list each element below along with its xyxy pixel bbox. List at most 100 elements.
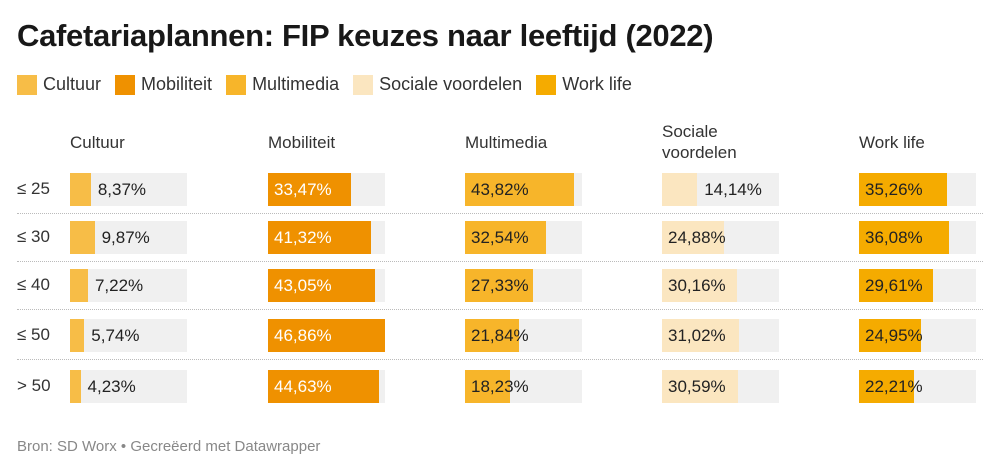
column-header: Work life	[859, 132, 925, 152]
value-label: 24,95%	[865, 326, 923, 345]
row-separator	[17, 359, 983, 360]
bar-cell: 5,74%	[70, 319, 187, 352]
value-label: 8,37%	[97, 180, 147, 199]
legend-label: Multimedia	[252, 74, 340, 94]
bar	[662, 269, 738, 302]
bar-cell: 33,47%	[268, 173, 385, 206]
column-header: Multimedia	[465, 132, 548, 152]
value-label: 24,88%	[668, 228, 726, 247]
value-label: 27,33%	[471, 276, 529, 295]
legend-swatch	[226, 74, 247, 95]
bar-cell: 29,61%	[859, 269, 976, 302]
value-label: 44,63%	[274, 377, 332, 396]
value-label: 9,87%	[101, 228, 150, 247]
bar-cell: 27,33%	[465, 269, 582, 302]
legend-item: Sociale voordelen	[353, 74, 522, 95]
bar-cell: 14,14%	[662, 173, 779, 206]
bar	[465, 319, 520, 352]
bar	[859, 319, 922, 352]
value-label: 14,14%	[704, 180, 762, 199]
legend-swatch	[115, 74, 136, 95]
legend-swatch	[536, 74, 557, 95]
legend-item: Multimedia	[226, 74, 339, 95]
bar	[70, 269, 88, 302]
bar	[859, 173, 947, 206]
bar-cell: 24,95%	[859, 319, 976, 352]
legend-swatch	[17, 74, 37, 95]
bar	[70, 370, 81, 403]
value-label: 21,84%	[471, 326, 529, 345]
bar-cell: 43,82%	[465, 173, 582, 206]
bar-cell: 18,23%	[465, 370, 582, 403]
value-label: 30,59%	[668, 377, 726, 396]
bar-cell: 4,23%	[70, 370, 187, 403]
bar	[70, 221, 95, 254]
legend-label: Cultuur	[43, 74, 102, 94]
bar	[268, 173, 352, 206]
value-label: 5,74%	[91, 326, 140, 345]
bar	[70, 173, 91, 206]
row-label: ≤ 40	[17, 275, 50, 294]
value-label: 46,86%	[274, 326, 332, 345]
row-label: ≤ 30	[17, 227, 50, 246]
column-header: Sociale voordelen	[662, 122, 737, 162]
value-label: 29,61%	[865, 276, 923, 295]
value-label: 31,02%	[668, 326, 726, 345]
legend-swatch	[353, 74, 374, 95]
value-label: 30,16%	[668, 276, 726, 295]
legend-label: Sociale voordelen	[379, 74, 523, 94]
bar-cell: 30,16%	[662, 269, 779, 302]
bar-cell: 9,87%	[70, 221, 187, 254]
row-separator	[17, 309, 983, 310]
footer-source: Bron: SD Worx • Gecreëerd met Datawrappe…	[17, 438, 321, 455]
bar-cell: 7,22%	[70, 269, 187, 302]
bar-cell: 35,26%	[859, 173, 976, 206]
bar-cell: 21,84%	[465, 319, 582, 352]
value-label: 7,22%	[94, 276, 144, 295]
bar-cell: 24,88%	[662, 221, 779, 254]
value-label: 18,23%	[471, 377, 529, 396]
value-label: 4,23%	[87, 377, 136, 396]
value-label: 36,08%	[865, 228, 923, 247]
legend-label: Mobiliteit	[141, 74, 213, 94]
value-label: 22,21%	[865, 377, 923, 396]
column-header: Cultuur	[70, 132, 125, 152]
bar	[268, 269, 376, 302]
row-label: ≤ 25	[17, 179, 50, 198]
bar-cell: 22,21%	[859, 370, 976, 403]
bar-cell: 43,05%	[268, 269, 385, 302]
bar	[662, 370, 739, 403]
row-separator	[17, 213, 983, 214]
legend: Cultuur Mobiliteit Multimedia Sociale voord…	[17, 74, 632, 95]
bar	[268, 221, 371, 254]
bar	[859, 269, 933, 302]
bar-cell: 44,63%	[268, 370, 385, 403]
value-label: 43,82%	[471, 180, 529, 199]
bar-cell: 30,59%	[662, 370, 779, 403]
bar-cell: 32,54%	[465, 221, 582, 254]
bar	[859, 221, 949, 254]
value-label: 41,32%	[274, 228, 332, 247]
bar-cell: 36,08%	[859, 221, 976, 254]
row-label: > 50	[17, 376, 51, 395]
bar	[465, 173, 575, 206]
bar	[859, 370, 915, 403]
chart-title: Cafetariaplannen: FIP keuzes naar leefti…	[17, 18, 714, 53]
bar	[662, 221, 724, 254]
bar-cell: 8,37%	[70, 173, 187, 206]
bar-cell: 41,32%	[268, 221, 385, 254]
legend-item: Cultuur	[17, 74, 101, 95]
bar	[662, 173, 698, 206]
bar	[662, 319, 740, 352]
column-header: Mobiliteit	[268, 132, 336, 152]
value-label: 33,47%	[274, 180, 332, 199]
bar	[268, 319, 385, 352]
bar	[465, 370, 511, 403]
bar-cell: 46,86%	[268, 319, 385, 352]
row-separator	[17, 261, 983, 262]
bar-cell: 31,02%	[662, 319, 779, 352]
bar	[268, 370, 380, 403]
bar	[70, 319, 85, 352]
bar	[465, 269, 534, 302]
